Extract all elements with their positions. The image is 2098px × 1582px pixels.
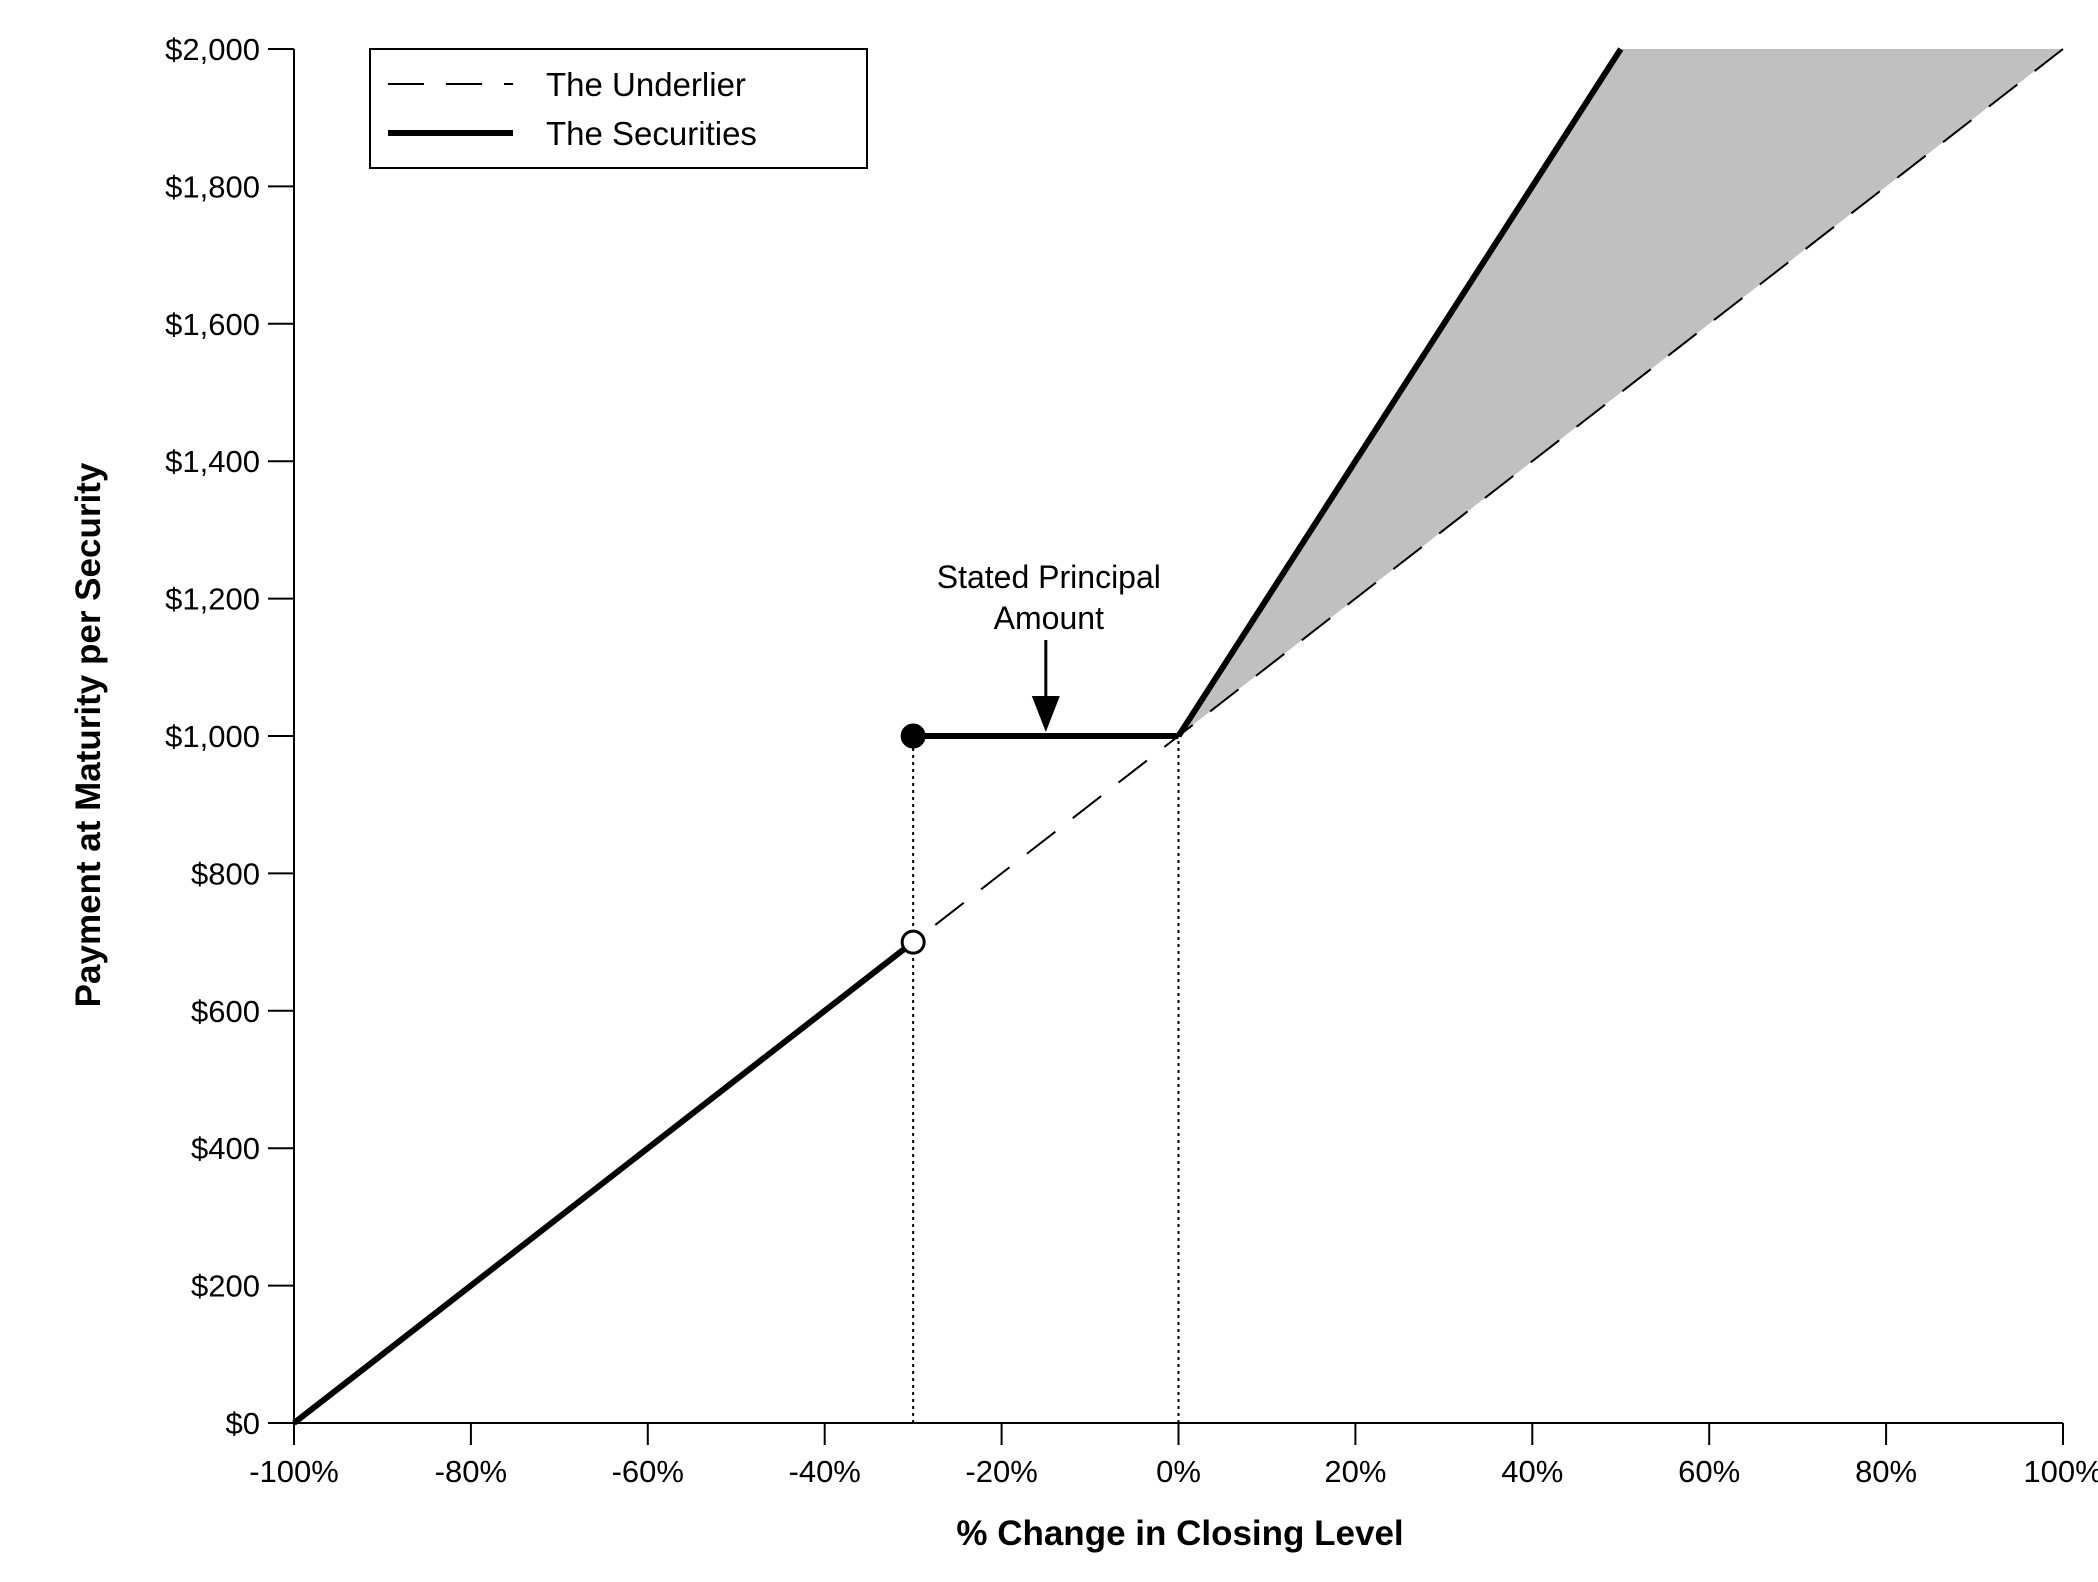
- legend-label-underlier: The Underlier: [546, 66, 746, 103]
- x-axis-title: % Change in Closing Level: [956, 1514, 1403, 1553]
- x-tick-label: 100%: [2023, 1454, 2098, 1489]
- y-tick-label: $800: [191, 856, 260, 891]
- legend-box: [369, 48, 868, 169]
- x-tick-label: 60%: [1678, 1454, 1740, 1489]
- annotation-text-line-0: Stated Principal: [937, 559, 1161, 595]
- y-tick-label: $1,000: [165, 719, 260, 754]
- x-tick-label: -60%: [612, 1454, 684, 1489]
- x-tick-label: -80%: [435, 1454, 507, 1489]
- x-tick-label: 0%: [1156, 1454, 1201, 1489]
- y-tick-label: $1,800: [165, 169, 260, 204]
- y-tick-label: $2,000: [165, 32, 260, 67]
- x-tick-label: -100%: [249, 1454, 339, 1489]
- x-tick-label: -40%: [789, 1454, 861, 1489]
- y-tick-label: $400: [191, 1131, 260, 1166]
- x-tick-label: 40%: [1501, 1454, 1563, 1489]
- annotation-arrow-head: [1031, 696, 1060, 732]
- x-tick-label: -20%: [965, 1454, 1037, 1489]
- annotation-text-line-1: Amount: [994, 600, 1104, 636]
- legend-label-securities: The Securities: [546, 115, 757, 152]
- open-marker: [900, 929, 926, 955]
- x-tick-label: 80%: [1855, 1454, 1917, 1489]
- legend: The Underlier The Securities: [369, 48, 868, 169]
- securities-line-segment-0: [292, 939, 915, 1426]
- filled-marker: [900, 723, 926, 749]
- y-tick-label: $600: [191, 994, 260, 1029]
- y-tick-label: $1,600: [165, 307, 260, 342]
- x-tick-label: 20%: [1324, 1454, 1386, 1489]
- y-tick-label: $0: [226, 1406, 260, 1441]
- y-axis-title: Payment at Maturity per Security: [69, 462, 108, 1007]
- y-tick-label: $200: [191, 1269, 260, 1304]
- y-tick-label: $1,200: [165, 582, 260, 617]
- securities-line-segment-2: [1175, 47, 1624, 738]
- y-tick-label: $1,400: [165, 444, 260, 479]
